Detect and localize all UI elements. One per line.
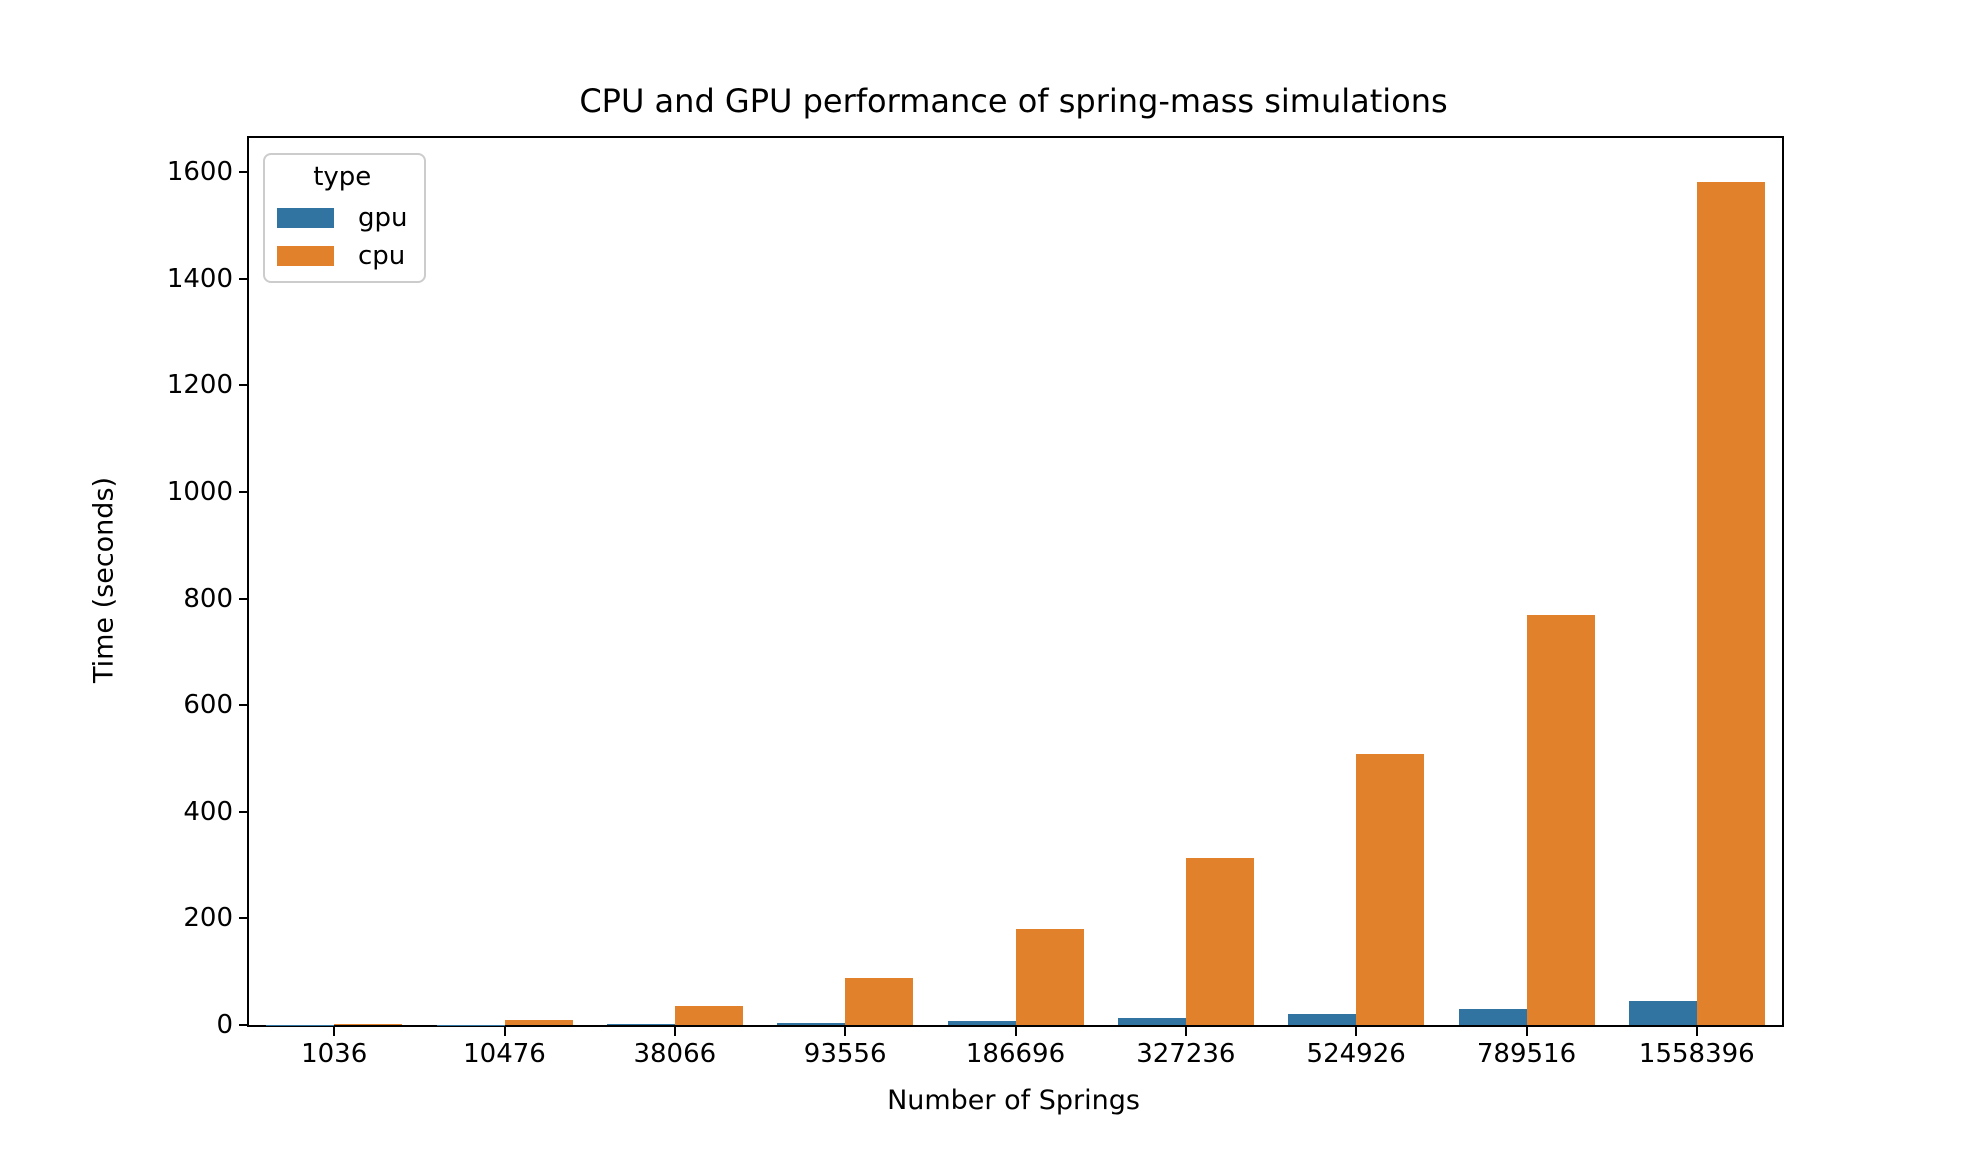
legend-label-cpu: cpu: [358, 241, 406, 271]
x-tick-label: 789516: [1476, 1039, 1577, 1069]
legend-title: type: [313, 162, 372, 192]
x-tick-mark: [1525, 1027, 1528, 1036]
y-tick-label: 0: [216, 1010, 233, 1040]
x-tick-label: 327236: [1136, 1039, 1236, 1069]
bar-gpu-789516: [1458, 1009, 1527, 1025]
bar-cpu-93556: [845, 978, 914, 1025]
x-tick-label: 1036: [301, 1039, 368, 1069]
y-tick-label: 1000: [166, 476, 233, 507]
bar-cpu-1036: [334, 1024, 403, 1025]
bar-cpu-186696: [1015, 929, 1084, 1025]
y-tick-mark: [239, 704, 247, 707]
y-tick-mark: [239, 171, 247, 174]
bar-gpu-186696: [947, 1021, 1016, 1025]
y-tick-label: 1200: [166, 370, 233, 401]
x-tick-mark: [1695, 1027, 1698, 1036]
x-tick-label: 10476: [463, 1039, 546, 1069]
x-tick-label: 38066: [633, 1039, 717, 1069]
y-tick-mark: [239, 384, 247, 387]
bar-gpu-327236: [1117, 1018, 1186, 1025]
x-tick-label: 93556: [803, 1039, 887, 1069]
y-tick-label: 1600: [166, 157, 233, 188]
x-tick-mark: [1355, 1027, 1358, 1036]
bar-cpu-327236: [1185, 857, 1254, 1025]
x-tick-label: 186696: [965, 1039, 1066, 1069]
y-tick-mark: [239, 810, 247, 813]
x-axis-label: Number of Springs: [887, 1085, 1140, 1116]
y-tick-label: 800: [183, 583, 233, 614]
bar-cpu-789516: [1526, 615, 1595, 1025]
bar-gpu-524926: [1288, 1014, 1357, 1025]
bar-cpu-10476: [504, 1020, 573, 1025]
legend-row-cpu: cpu: [277, 243, 408, 269]
bar-gpu-1558396: [1628, 1001, 1697, 1025]
plot-area: 0 200 400 600 800 1000 1200 1400 1600 1036 10476 3…: [167, 136, 1784, 1067]
x-tick-mark: [1184, 1027, 1187, 1036]
y-tick-label: 400: [183, 796, 233, 827]
bar-cpu-524926: [1356, 753, 1425, 1025]
y-tick-mark: [239, 597, 247, 600]
legend-box: type gpu cpu: [263, 153, 426, 283]
x-tick-label: 1558396: [1638, 1039, 1755, 1069]
legend-entries: gpu cpu: [277, 205, 408, 269]
y-tick-label: 600: [183, 690, 233, 721]
y-tick-mark: [239, 917, 247, 920]
x-tick-mark: [333, 1027, 336, 1036]
y-tick-mark: [239, 277, 247, 280]
bar-gpu-93556: [777, 1022, 846, 1025]
legend-swatch-cpu: [277, 246, 334, 266]
y-tick-mark: [239, 490, 247, 493]
y-tick-label: 200: [183, 903, 233, 934]
bar-cpu-38066: [674, 1005, 743, 1025]
x-tick-label: 524926: [1306, 1039, 1406, 1069]
x-tick-mark: [1014, 1027, 1017, 1036]
y-tick-label: 1400: [166, 263, 233, 294]
legend-swatch-gpu: [277, 208, 334, 228]
bar-cpu-1558396: [1696, 181, 1765, 1025]
x-tick-mark: [673, 1027, 676, 1036]
chart-title: CPU and GPU performance of spring-mass s…: [579, 82, 1448, 120]
x-tick-mark: [503, 1027, 506, 1036]
y-tick-mark: [239, 1024, 247, 1026]
y-axis-label: Time (seconds): [88, 476, 120, 684]
x-tick-mark: [844, 1027, 847, 1036]
bar-gpu-38066: [606, 1023, 675, 1025]
legend-label-gpu: gpu: [358, 203, 408, 233]
legend-row-gpu: gpu: [277, 205, 408, 231]
